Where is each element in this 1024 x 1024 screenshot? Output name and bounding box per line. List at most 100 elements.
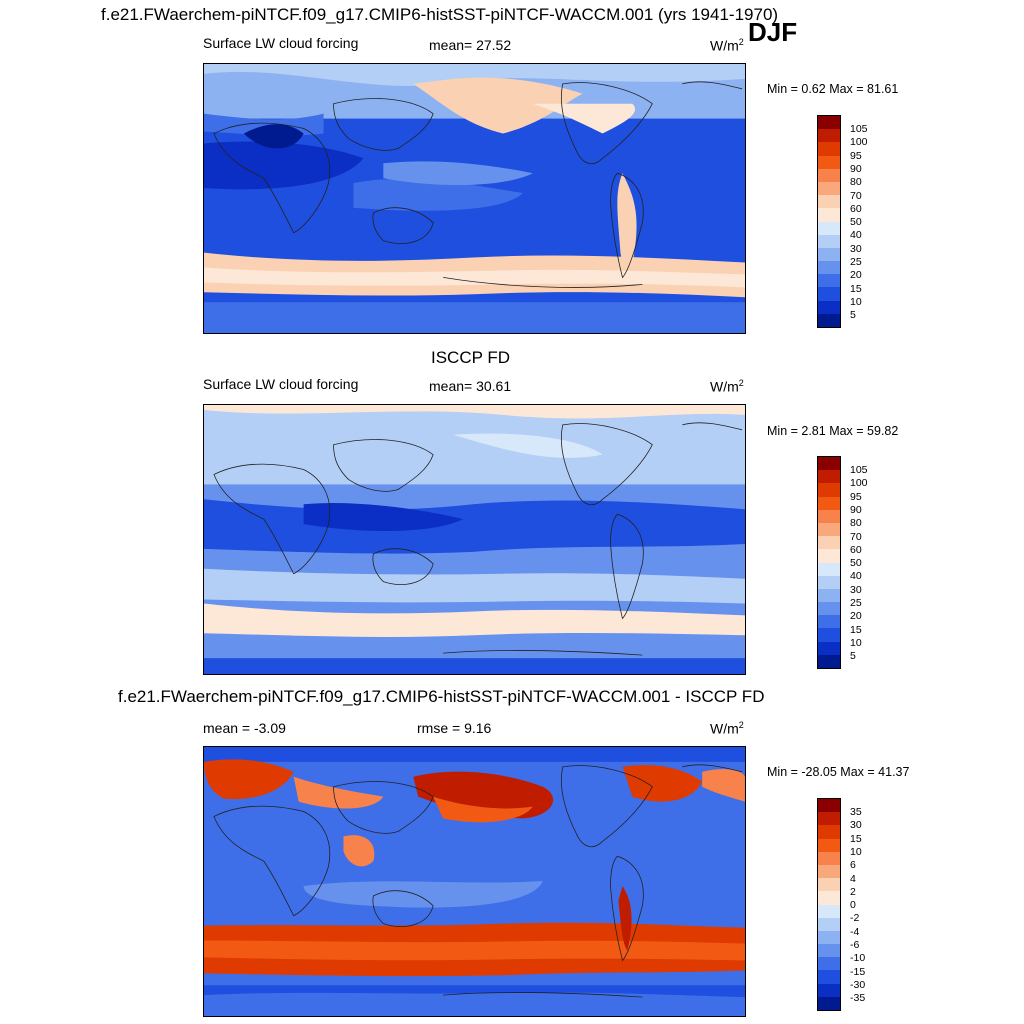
colorbar-tick-label: 25 <box>850 597 862 609</box>
panel3-colorbar-swatch <box>818 799 840 813</box>
panel1-colorbar-swatch <box>818 261 840 275</box>
panel1-southern-core <box>204 267 745 288</box>
panel1-colorbar-swatch <box>818 274 840 288</box>
panel2-map-svg <box>204 405 745 674</box>
colorbar-tick-label: 60 <box>850 202 862 215</box>
panel3-rmse-label: rmse = <box>417 720 465 736</box>
panel2-colorbar-swatch <box>818 457 840 471</box>
colorbar-tick-label: 15 <box>850 623 862 636</box>
panel3-units-exp: 2 <box>738 720 744 730</box>
panel3-colorbar-swatch <box>818 983 840 997</box>
panel1-mean-value: 27.52 <box>476 37 512 53</box>
colorbar-tick-label: -4 <box>850 925 860 938</box>
panel1-variable-label: Surface LW cloud forcing <box>203 35 359 51</box>
colorbar-tick-label: 50 <box>850 216 862 229</box>
colorbar-tick-label: 100 <box>850 136 868 149</box>
panel2-variable-label: Surface LW cloud forcing <box>203 376 359 392</box>
colorbar-tick-label: 10 <box>850 636 862 649</box>
panel2-colorbar-swatch <box>818 588 840 603</box>
panel1-band-polar <box>204 64 745 86</box>
panel2-colorbar-swatch <box>818 562 840 576</box>
colorbar-tick-label: 80 <box>850 176 862 189</box>
panel2-units-exp: 2 <box>738 378 744 388</box>
colorbar-tick-label: 70 <box>850 530 862 543</box>
panel2-title: ISCCP FD <box>431 348 511 367</box>
panel2-southern-band <box>204 603 745 637</box>
panel3-minmax: Min = -28.05 Max = 41.37 <box>767 765 910 779</box>
panel1-colorbar-swatch <box>818 247 840 262</box>
panel1-colorbar-swatch <box>818 221 840 235</box>
panel2-mean-label: mean= <box>429 378 473 394</box>
panel2-map <box>203 404 746 675</box>
panel1-colorbar-swatch <box>818 168 840 182</box>
panel3-colorbar-swatch <box>818 812 840 826</box>
panel1-sahara <box>243 124 304 149</box>
panel3-title: f.e21.FWaerchem-piNTCF.f09_g17.CMIP6-his… <box>118 687 765 706</box>
colorbar-tick-label: -30 <box>850 978 866 991</box>
panel2-warm-pool <box>303 502 464 532</box>
panel3-mean-value: -3.09 <box>253 720 286 736</box>
panel1-antarctic <box>204 302 745 333</box>
panel2-units: W/m2 <box>710 378 744 395</box>
colorbar-tick-label: 50 <box>850 557 862 570</box>
panel3-colorbar-swatch <box>818 838 840 852</box>
panel3-rmse-value: 9.16 <box>464 720 492 736</box>
panel2-colorbar-swatch <box>818 509 840 523</box>
panel1-colorbar <box>817 115 841 328</box>
panel3-eurasia-red <box>204 759 294 800</box>
panel3-colorbar-swatch <box>818 970 840 984</box>
panel2-mean: mean= 30.61 <box>429 378 511 394</box>
colorbar-tick-label: 70 <box>850 189 862 202</box>
colorbar-tick-label: -35 <box>850 992 866 1005</box>
colorbar-tick-label: 90 <box>850 162 862 175</box>
panel2-colorbar-swatch <box>818 536 840 550</box>
panel3-arctic <box>204 747 745 762</box>
panel1-andes <box>617 173 637 268</box>
panel3-units-text: W/m <box>710 720 739 737</box>
panel1-colorbar-swatch <box>818 208 840 222</box>
panel3-colorbar-swatch <box>818 864 840 879</box>
panel2-colorbar-swatch <box>818 575 840 589</box>
panel1-colorbar-swatch <box>818 234 840 248</box>
panel2-units-text: W/m <box>710 378 739 395</box>
colorbar-tick-label: 5 <box>850 650 856 663</box>
panel3-npac-orange <box>433 796 533 823</box>
colorbar-tick-label: 15 <box>850 282 862 295</box>
panel2-colorbar-swatch <box>818 470 840 484</box>
panel1-mean: mean= 27.52 <box>429 37 511 53</box>
panel3-andes-red <box>618 885 632 951</box>
panel2-south-mid <box>204 568 745 604</box>
colorbar-tick-label: 5 <box>850 309 856 322</box>
panel3-southern-orange <box>204 940 745 961</box>
panel1-colorbar-swatch <box>818 181 840 196</box>
panel3-units: W/m2 <box>710 720 744 737</box>
panel2-coastlines <box>213 422 743 656</box>
panel1-colorbar-swatch <box>818 142 840 156</box>
colorbar-tick-label: 20 <box>850 269 862 282</box>
panel1-colorbar-swatch <box>818 287 840 301</box>
colorbar-tick-label: 0 <box>850 899 856 912</box>
panel3-map <box>203 746 746 1017</box>
panel3-colorbar-swatch <box>818 825 840 839</box>
colorbar-tick-label: 6 <box>850 859 856 872</box>
panel3-tropical-light <box>303 881 543 908</box>
figure-title: f.e21.FWaerchem-piNTCF.f09_g17.CMIP6-his… <box>101 5 779 24</box>
panel1-pacific-band <box>353 179 523 211</box>
colorbar-tick-label: 4 <box>850 872 856 885</box>
panel1-colorbar-swatch <box>818 129 840 143</box>
colorbar-tick-label: 105 <box>850 464 868 476</box>
panel1-itcz <box>383 161 533 186</box>
colorbar-tick-label: 105 <box>850 123 868 135</box>
colorbar-tick-label: 95 <box>850 490 862 503</box>
colorbar-tick-label: 30 <box>850 583 862 596</box>
panel3-natl-red <box>622 764 703 802</box>
colorbar-tick-label: 10 <box>850 295 862 308</box>
panel3-colorbar-swatch <box>818 957 840 971</box>
colorbar-tick-label: 10 <box>850 845 862 858</box>
panel3-maritime-orange <box>343 835 375 867</box>
colorbar-tick-label: 2 <box>850 885 856 898</box>
colorbar-tick-label: 60 <box>850 543 862 556</box>
panel2-colorbar-swatch <box>818 522 840 537</box>
panel3-mean-label: mean = <box>203 720 254 736</box>
panel2-colorbar-swatch <box>818 654 840 668</box>
